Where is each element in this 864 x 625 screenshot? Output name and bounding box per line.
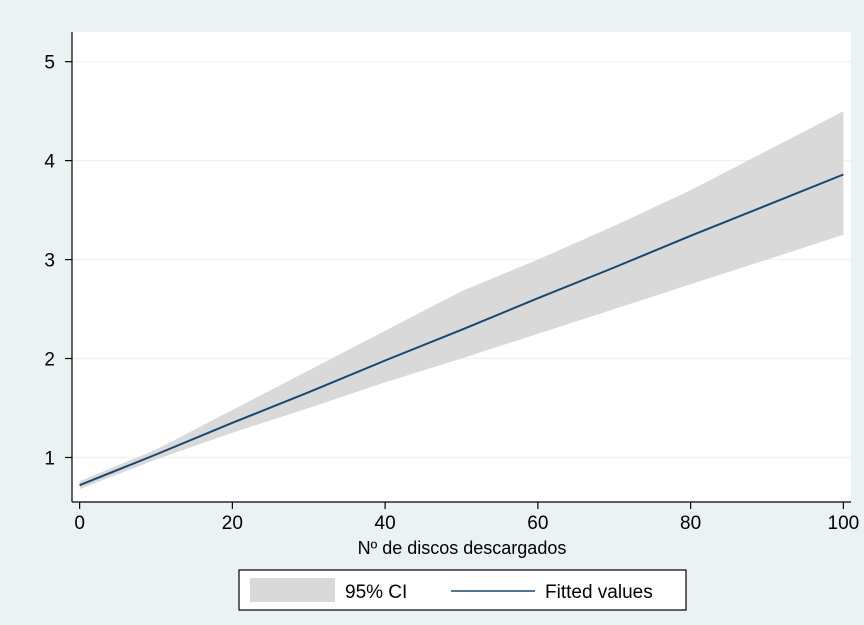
legend-ci-label: 95% CI	[345, 582, 407, 603]
legend: 95% CI Fitted values	[238, 569, 687, 611]
x-tick-label: 80	[680, 513, 701, 534]
x-tick-label: 0	[74, 513, 85, 534]
legend-ci-swatch	[250, 578, 335, 602]
fitted-line	[79, 173, 844, 487]
legend-fit-label: Fitted values	[545, 582, 653, 603]
x-tick-label: 20	[222, 513, 243, 534]
y-tick-label: 5	[44, 53, 55, 74]
y-tick-label: 2	[44, 350, 55, 371]
axes: 1 2 3 4 5 0 20 40 60 80 100	[44, 32, 859, 534]
x-tick-label: 40	[375, 513, 396, 534]
ci-band	[79, 111, 844, 490]
y-tick-label: 3	[44, 251, 55, 272]
x-tick-label: 60	[527, 513, 548, 534]
x-tick-label: 100	[828, 513, 860, 534]
y-tick-label: 4	[44, 152, 55, 173]
y-tick-label: 1	[44, 448, 55, 469]
x-axis-label: Nº de discos descargados	[358, 538, 567, 558]
